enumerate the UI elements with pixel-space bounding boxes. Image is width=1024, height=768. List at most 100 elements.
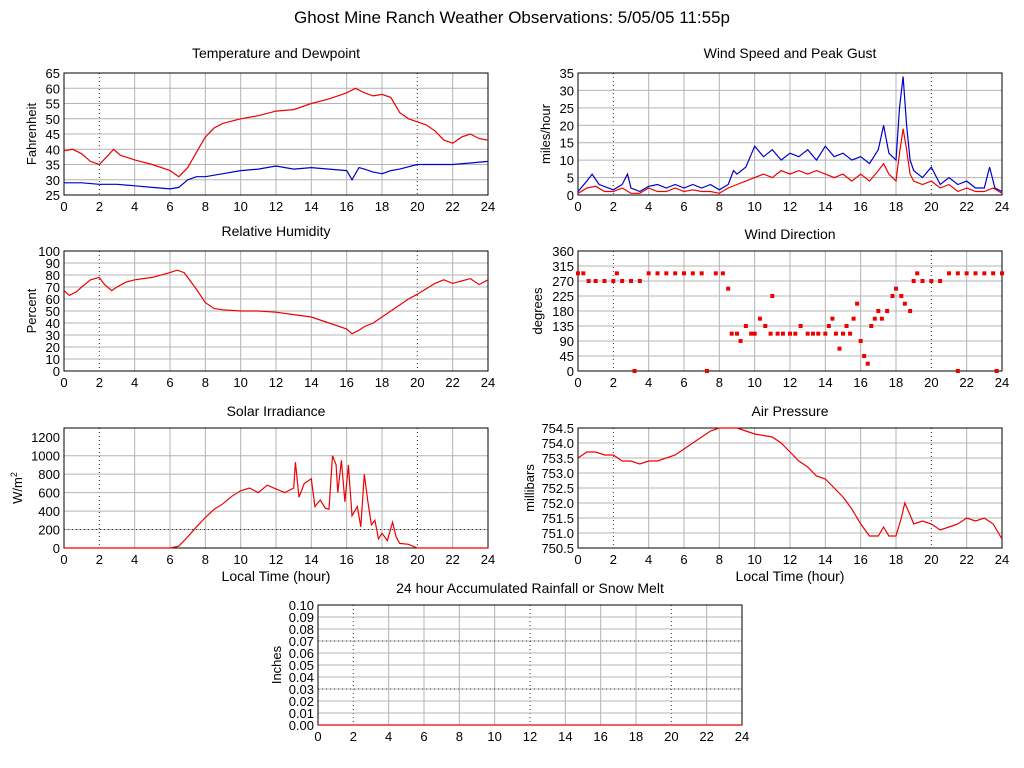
chart-rh-title: Relative Humidity <box>222 223 331 239</box>
chart-pressure-ytick-label: 754.5 <box>541 421 574 436</box>
chart-wdir-point <box>780 331 785 336</box>
chart-rh-ytick-label: 100 <box>38 244 60 259</box>
chart-wdir-frame <box>577 250 1003 372</box>
chart-wind-ytick-label: 15 <box>560 136 574 151</box>
chart-wdir-point <box>788 331 792 336</box>
chart-pressure-series-red-line <box>577 427 1003 540</box>
chart-wdir-point <box>775 331 780 336</box>
chart-wdir-xtick-label: 20 <box>924 375 938 390</box>
chart-temp-xtick-label: 14 <box>304 199 318 214</box>
chart-pressure-ytick-label: 750.5 <box>541 541 574 556</box>
chart-rh-ylabel: Percent <box>24 288 39 333</box>
chart-solar-xtick-label: 12 <box>269 552 283 567</box>
chart-wdir-xtick-label: 12 <box>783 375 797 390</box>
chart-wind-xtick-label: 6 <box>680 199 687 214</box>
chart-temp-title: Temperature and Dewpoint <box>192 45 360 61</box>
chart-temp-ytick-label: 45 <box>46 127 60 142</box>
chart-wdir-xtick-label: 8 <box>716 375 723 390</box>
chart-solar-ytick-label: 0 <box>53 541 60 556</box>
chart-solar-xtick-label: 8 <box>202 552 209 567</box>
chart-rh-xtick-label: 24 <box>481 375 495 390</box>
chart-wdir-point <box>955 369 960 373</box>
chart-solar-xtick-label: 20 <box>410 552 424 567</box>
chart-wdir-point <box>752 331 757 336</box>
chart-pressure-xtick-label: 18 <box>889 552 903 567</box>
chart-wdir-point <box>743 324 748 328</box>
chart-wdir-xtick-label: 18 <box>889 375 903 390</box>
chart-rh-xtick-label: 6 <box>166 375 173 390</box>
chart-wdir-point <box>982 271 987 276</box>
chart-wind-ytick-label: 20 <box>560 118 574 133</box>
chart-rh-xtick-label: 10 <box>233 375 247 390</box>
chart-wind-frame <box>577 72 1003 196</box>
chart-rain-ytick-label: 0.08 <box>289 622 314 637</box>
chart-wind-xtick-label: 12 <box>783 199 797 214</box>
chart-solar-ytick-label: 1200 <box>31 430 60 445</box>
chart-wdir-point <box>894 286 898 291</box>
chart-wdir-point <box>844 324 849 328</box>
chart-wdir-point <box>682 271 686 276</box>
chart-rh-xtick-label: 22 <box>445 375 459 390</box>
chart-wind-xtick-label: 16 <box>853 199 867 214</box>
chart-wdir-point <box>899 294 904 298</box>
chart-wdir-point <box>862 354 867 358</box>
chart-wdir-point <box>770 294 775 298</box>
chart-wdir-point <box>632 369 637 373</box>
chart-wdir-xtick-label: 16 <box>853 375 867 390</box>
chart-rh-xtick-label: 4 <box>131 375 138 390</box>
chart-pressure-ytick-label: 753.0 <box>541 466 574 481</box>
chart-temp-xtick-label: 12 <box>269 199 283 214</box>
chart-temp-xtick-label: 2 <box>96 199 103 214</box>
chart-rain-title: 24 hour Accumulated Rainfall or Snow Mel… <box>396 580 664 596</box>
chart-rh-ytick-label: 10 <box>46 352 60 367</box>
chart-rh-ytick-label: 50 <box>46 304 60 319</box>
chart-temp-ytick-label: 60 <box>46 81 60 96</box>
chart-solar-frame <box>63 427 489 549</box>
chart-wdir-point <box>798 324 803 328</box>
chart-solar-xtick-label: 16 <box>339 552 353 567</box>
chart-pressure-ytick-label: 752.5 <box>541 481 574 496</box>
chart-rh-ytick-label: 0 <box>53 364 60 379</box>
chart-wdir-point <box>1000 271 1004 276</box>
chart-wdir-point <box>810 331 815 336</box>
chart-rh-ytick-label: 30 <box>46 328 60 343</box>
chart-wdir-point <box>991 271 996 276</box>
chart-pressure-ytick-label: 751.5 <box>541 511 574 526</box>
chart-solar-xtick-label: 24 <box>481 552 495 567</box>
chart-wind-xtick-label: 22 <box>959 199 973 214</box>
chart-rh-ytick-label: 70 <box>46 280 60 295</box>
chart-pressure-ytick-label: 752.0 <box>541 496 574 511</box>
chart-wdir-xtick-label: 4 <box>645 375 652 390</box>
chart-wind-ytick-label: 5 <box>567 171 574 186</box>
chart-rh-xtick-label: 0 <box>60 375 67 390</box>
chart-rain-xtick-label: 16 <box>593 729 607 744</box>
chart-pressure-xtick-label: 8 <box>716 552 723 567</box>
chart-pressure-xtick-label: 24 <box>995 552 1009 567</box>
chart-wind-xtick-label: 20 <box>924 199 938 214</box>
chart-wdir-point <box>947 271 951 276</box>
chart-rain-xtick-label: 8 <box>456 729 463 744</box>
chart-rain-xtick-label: 10 <box>487 729 501 744</box>
chart-wdir-point <box>713 271 718 276</box>
chart-wdir-point <box>726 286 731 291</box>
chart-wdir-point <box>793 331 798 336</box>
chart-rain-ytick-label: 0.07 <box>289 634 314 649</box>
chart-wdir-point <box>602 279 607 283</box>
chart-solar-xtick-label: 10 <box>233 552 247 567</box>
chart-pressure-ytick-label: 751.0 <box>541 526 574 541</box>
chart-wdir-point <box>879 316 884 321</box>
chart-wdir-point <box>911 279 916 283</box>
chart-wdir-ytick-label: 0 <box>567 364 574 379</box>
chart-wdir-point <box>964 271 969 276</box>
chart-wind-title: Wind Speed and Peak Gust <box>704 45 877 61</box>
chart-temp-ytick-label: 40 <box>46 142 60 157</box>
chart-temp-ytick-label: 35 <box>46 158 60 173</box>
chart-wdir-point <box>929 279 934 283</box>
chart-rain-ytick-label: 0.01 <box>289 706 314 721</box>
chart-pressure-ytick-label: 753.5 <box>541 451 574 466</box>
chart-wdir-point <box>593 279 598 283</box>
chart-wdir-ytick-label: 225 <box>552 289 574 304</box>
chart-wdir-point <box>865 361 870 366</box>
chart-wdir-point <box>768 331 773 336</box>
chart-wind-xtick-label: 14 <box>818 199 832 214</box>
